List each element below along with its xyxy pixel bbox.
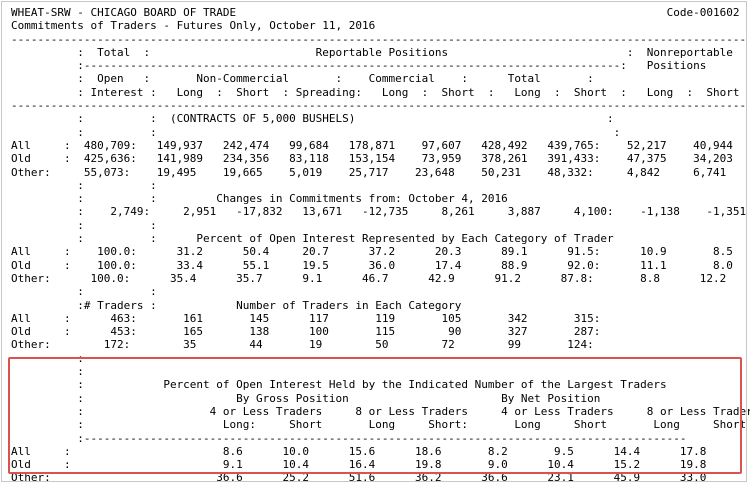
spacer-line: : : : [11, 125, 621, 139]
spacer-line: : : [11, 178, 157, 192]
header-line-4: : Interest : Long : Short : Spreading: L… [11, 85, 740, 99]
header-line-2: :---------------------------------------… [11, 59, 707, 73]
traders-row-old: Old : 453: 165 138 100 115 90 327 287: [11, 325, 601, 339]
percent-row-old: Old : 100.0: 33.4 55.1 19.5 36.0 17.4 88… [11, 258, 733, 272]
changes-row: : 2,749: 2,951 -17,832 13,671 -12,735 8,… [11, 205, 747, 219]
traders-heading-line: :# Traders : Number of Traders in Each C… [11, 298, 462, 312]
concentration-heading-line: : Percent of Open Interest Held by the I… [11, 378, 667, 392]
concentration-row-other: Other: 36.6 25.2 51.6 36.2 36.6 23.1 45.… [11, 471, 707, 485]
concentration-longshort-line: : Long: Short Long Short: Long Short Lon… [11, 418, 747, 432]
contracts-note-line: : : (CONTRACTS OF 5,000 BUSHELS) : [11, 112, 614, 126]
concentration-row-all: All : 8.6 10.0 15.6 18.6 8.2 9.5 14.4 17… [11, 444, 707, 458]
changes-heading-line: : : Changes in Commitments from: October… [11, 192, 508, 206]
percent-row-all: All : 100.0: 31.2 50.4 20.7 37.2 20.3 89… [11, 245, 733, 259]
traders-row-other: Other: 172: 35 44 19 50 72 99 124: [11, 338, 594, 352]
percent-row-other: Other: 100.0: 35.4 35.7 9.1 46.7 42.9 91… [11, 271, 727, 285]
report-subtitle-line: Commitments of Traders - Futures Only, O… [11, 19, 376, 33]
positions-row-old: Old : 425,636: 141,989 234,356 83,118 15… [11, 152, 733, 166]
spacer-line: : [11, 365, 84, 379]
header-line-3: : Open : Non-Commercial : Commercial : T… [11, 72, 594, 86]
positions-row-other: Other: 55,073: 19,495 19,665 5,019 25,71… [11, 165, 727, 179]
spacer-line: : : [11, 218, 157, 232]
concentration-traders-line: : 4 or Less Traders 8 or Less Traders 4 … [11, 404, 750, 418]
positions-row-all: All : 480,709: 149,937 242,474 99,684 17… [11, 138, 733, 152]
percent-heading-line: : : Percent of Open Interest Represented… [11, 232, 614, 246]
concentration-row-old: Old : 9.1 10.4 16.4 19.8 9.0 10.4 15.2 1… [11, 458, 707, 472]
report-title-line: WHEAT-SRW - CHICAGO BOARD OF TRADE Code-… [11, 6, 740, 19]
spacer-line: : : [11, 285, 157, 299]
concentration-separator-line: :---------------------------------------… [11, 431, 687, 445]
separator-line: ----------------------------------------… [11, 99, 747, 113]
cot-report: WHEAT-SRW - CHICAGO BOARD OF TRADE Code-… [11, 6, 750, 485]
concentration-highlight-box [8, 357, 742, 474]
concentration-subheading-line: : By Gross Position By Net Position [11, 391, 601, 405]
traders-row-all: All : 463: 161 145 117 119 105 342 315: [11, 311, 601, 325]
header-line-1: : Total : Reportable Positions : Nonrepo… [11, 45, 733, 59]
separator-line: ----------------------------------------… [11, 32, 747, 46]
